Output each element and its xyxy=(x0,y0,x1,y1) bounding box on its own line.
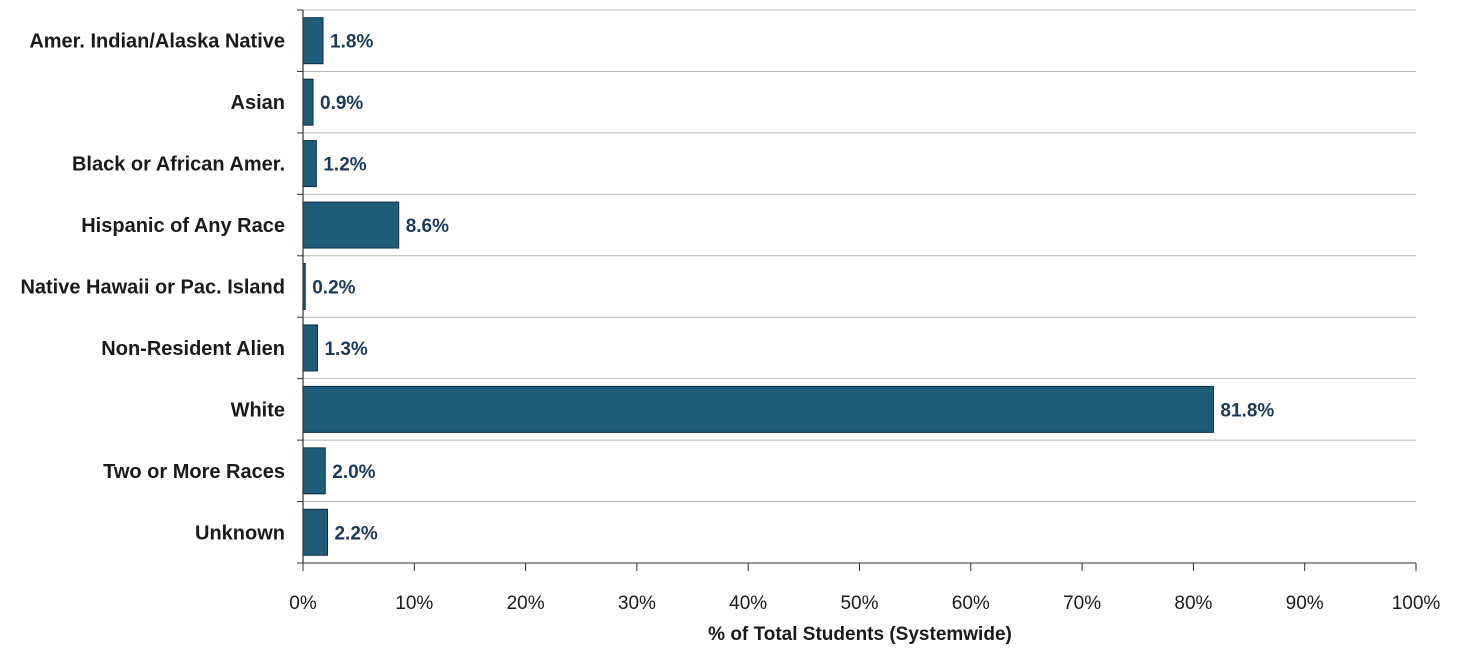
axes xyxy=(297,9,1417,571)
data-label: 1.2% xyxy=(323,155,366,176)
x-axis-title: % of Total Students (Systemwide) xyxy=(708,624,1012,645)
x-tick-label: 100% xyxy=(1392,593,1441,614)
category-label: Native Hawaii or Pac. Island xyxy=(20,277,285,299)
category-labels: Amer. Indian/Alaska Native Asian Black or … xyxy=(20,31,285,545)
bars xyxy=(302,17,1214,556)
data-labels: 1.8% 0.9% 1.2% 8.6% 0.2% 1.3% 81.8% 2.0% 2.2% xyxy=(312,32,1274,545)
category-label: Unknown xyxy=(195,522,285,544)
category-label: Amer. Indian/Alaska Native xyxy=(29,31,285,53)
category-label: Hispanic of Any Race xyxy=(81,215,285,237)
x-tick-label: 90% xyxy=(1286,593,1324,614)
x-tick-label: 10% xyxy=(395,593,433,614)
bar xyxy=(302,140,317,188)
data-label: 1.8% xyxy=(330,32,373,53)
bar xyxy=(302,508,328,556)
x-tick-label: 70% xyxy=(1063,593,1101,614)
x-tick-label: 0% xyxy=(289,593,317,614)
x-tick-label: 50% xyxy=(840,593,878,614)
x-tick-label: 20% xyxy=(507,593,545,614)
data-label: 0.9% xyxy=(320,93,363,114)
x-tick-label: 40% xyxy=(729,593,767,614)
x-tick-labels: 0% 10% 20% 30% 40% 50% 60% 70% 80% 90% 100% xyxy=(289,593,1440,614)
category-label: Black or African Amer. xyxy=(72,154,285,176)
bar xyxy=(302,385,1214,433)
data-label: 81.8% xyxy=(1220,400,1274,421)
x-tick-label: 60% xyxy=(952,593,990,614)
category-label: Two or More Races xyxy=(103,461,285,483)
data-label: 8.6% xyxy=(406,216,449,237)
x-tick-label: 80% xyxy=(1174,593,1212,614)
bar xyxy=(302,201,400,249)
data-label: 1.3% xyxy=(324,339,367,360)
data-label: 0.2% xyxy=(312,278,355,299)
bar xyxy=(302,78,314,126)
category-label: White xyxy=(231,399,285,421)
data-label: 2.0% xyxy=(332,462,375,483)
data-label: 2.2% xyxy=(334,523,377,544)
category-label: Non-Resident Alien xyxy=(101,338,285,360)
category-label: Asian xyxy=(231,92,285,114)
gridlines xyxy=(303,9,1416,503)
x-tick-label: 30% xyxy=(618,593,656,614)
bar xyxy=(302,17,324,65)
bar xyxy=(302,447,326,495)
bar xyxy=(302,324,318,372)
